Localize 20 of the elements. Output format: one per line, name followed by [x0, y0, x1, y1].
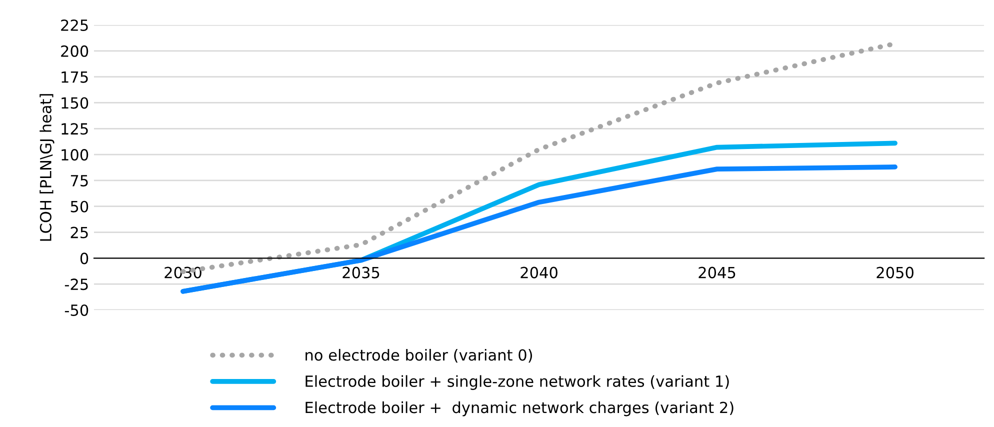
y-tick-label: 0 — [80, 252, 88, 264]
y-tick-label: 125 — [62, 123, 88, 135]
y-tick-label: -50 — [64, 304, 88, 316]
y-axis-title: LCOH [PLN\GJ heat] — [40, 94, 54, 241]
x-tick-label: 2045 — [698, 266, 736, 278]
y-tick-label: 175 — [62, 71, 88, 83]
x-tick-label: 2050 — [876, 266, 914, 278]
legend-label: no electrode boiler (variant 0) — [306, 348, 532, 363]
y-tick-label: 75 — [70, 175, 88, 186]
legend-label: Electrode boiler + single-zone network rates (variant 1) — [306, 375, 729, 390]
y-tick-label: 100 — [62, 149, 88, 161]
x-tick-label: 2040 — [520, 266, 558, 278]
y-tick-label: 200 — [61, 45, 88, 57]
legend-label: Electrode boiler + dynamic network charges (variant 2) — [306, 401, 734, 416]
y-tick-label: 150 — [62, 97, 88, 109]
y-tick-label: 25 — [70, 226, 88, 238]
y-tick-label: -25 — [64, 278, 88, 290]
y-tick-label: 225 — [61, 19, 88, 32]
y-tick-label: 50 — [70, 200, 88, 212]
x-tick-label: 2035 — [342, 266, 380, 278]
